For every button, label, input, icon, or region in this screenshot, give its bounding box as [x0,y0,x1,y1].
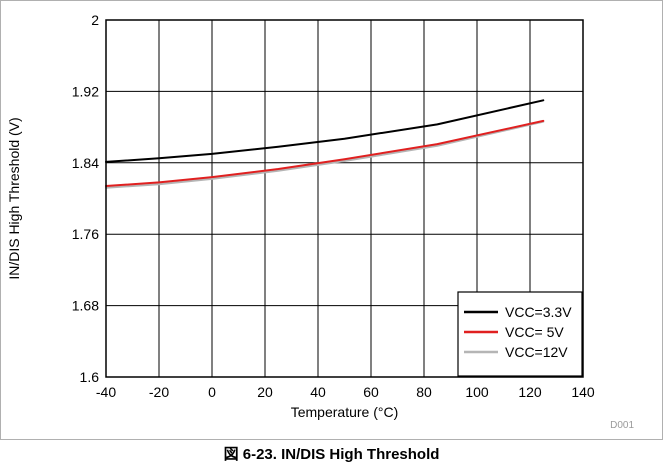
x-tick-label: 40 [310,384,326,400]
figure-caption: 図 6-23. IN/DIS High Threshold [223,446,440,463]
x-tick-label: 120 [518,384,542,400]
legend-label: VCC=12V [505,344,568,360]
legend-label: VCC= 5V [505,324,564,340]
y-tick-label: 1.6 [80,369,100,385]
plot-area-frame [105,19,584,378]
y-axis-ticks: 1.6 1.68 1.76 1.84 1.92 2 [72,12,99,385]
figure-code-label: D001 [610,420,634,431]
x-tick-label: 140 [571,384,595,400]
line-chart: -40 -20 0 20 40 60 80 100 120 140 1.6 1.68 1.76 1.84… [0,0,663,440]
x-tick-label: 80 [416,384,432,400]
y-tick-label: 1.92 [72,83,99,99]
y-axis-label: IN/DIS High Threshold (V) [6,117,22,279]
y-tick-label: 1.68 [72,298,99,314]
y-tick-label: 1.84 [72,155,99,171]
series-line-vcc5v [105,119,545,187]
x-tick-label: 20 [257,384,273,400]
legend-label: VCC=3.3V [505,304,572,320]
series-layer [105,99,545,189]
x-tick-label: -20 [149,384,169,400]
x-tick-label: 100 [465,384,489,400]
series-line-vcc3.3v [105,99,545,163]
y-tick-label: 2 [91,12,99,28]
x-tick-label: 60 [363,384,379,400]
x-axis-label: Temperature (°C) [291,404,399,420]
x-tick-label: -40 [96,384,116,400]
x-axis-ticks: -40 -20 0 20 40 60 80 100 120 140 [96,384,595,400]
y-tick-label: 1.76 [72,226,99,242]
legend: VCC=3.3V VCC= 5V VCC=12V [457,291,583,377]
legend-box [457,291,583,377]
x-tick-label: 0 [208,384,216,400]
series-line-vcc12v [105,120,545,189]
